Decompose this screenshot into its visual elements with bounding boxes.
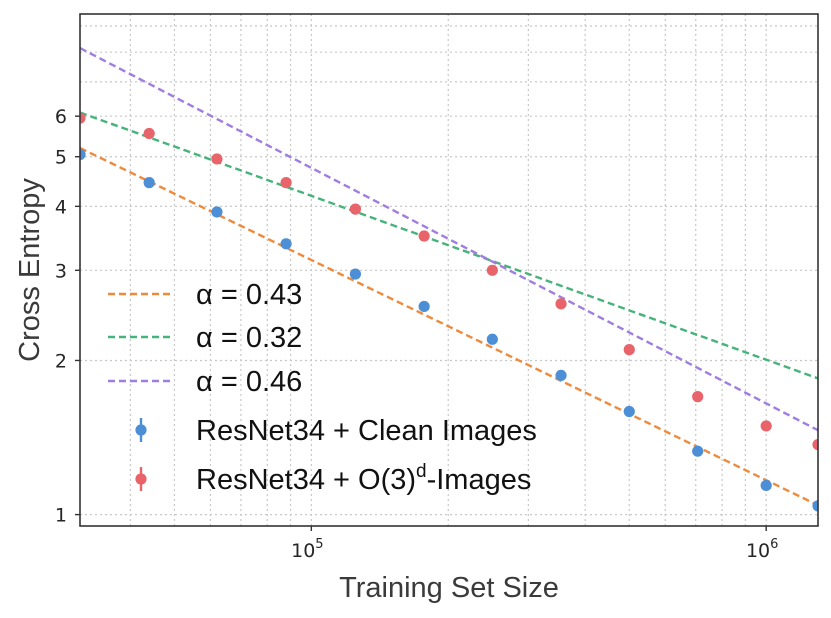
series-1-point — [280, 238, 292, 250]
fit-line-1 — [80, 146, 818, 507]
legend-series-text: ResNet34 + O(3) — [196, 464, 416, 496]
legend-series-tail: -Images — [427, 464, 532, 496]
x-tick-label: 105 — [291, 537, 323, 562]
series-1-point — [143, 177, 155, 189]
x-axis-label: Training Set Size — [339, 572, 559, 604]
series-1-point — [486, 333, 498, 345]
series-2-point — [486, 264, 498, 276]
y-axis-label: Cross Entropy — [14, 178, 46, 362]
series-1-point — [211, 206, 223, 218]
legend: α = 0.43 α = 0.32 α = 0.46 ResNet34 + Clean… — [108, 279, 537, 496]
series-2-point — [760, 420, 772, 432]
legend-label-2: α = 0.32 — [196, 322, 302, 354]
legend-series-superscript: d — [416, 461, 427, 482]
series-1-point — [760, 479, 772, 492]
series-1-point — [349, 268, 362, 280]
fit-line-2 — [80, 111, 818, 380]
series-2-point — [143, 127, 155, 140]
series-1-point — [812, 500, 818, 512]
series-2-point — [349, 203, 362, 215]
series-1-point — [418, 300, 430, 313]
legend-label-1: α = 0.43 — [196, 279, 302, 311]
legend-label-3: α = 0.46 — [196, 366, 302, 398]
y-tick-label: 3 — [55, 260, 67, 282]
series-2-point — [692, 391, 704, 403]
legend-series-text: ResNet34 + Clean Images — [196, 415, 537, 447]
legend-marker-2 — [135, 473, 147, 485]
y-axis-ticks: 1 2 3 4 5 6 — [55, 106, 80, 527]
y-tick-label: 5 — [55, 147, 67, 169]
y-tick-label: 4 — [55, 196, 67, 218]
fit-line-3 — [80, 47, 818, 432]
series-1-point — [692, 445, 704, 457]
x-tick-label: 106 — [746, 537, 778, 562]
series-2-point — [812, 438, 818, 451]
data-points — [80, 112, 818, 512]
series-2-point — [80, 112, 86, 124]
series-1-point — [623, 405, 635, 418]
series-1-point — [555, 369, 567, 382]
y-tick-label: 1 — [55, 505, 67, 527]
series-2-point — [280, 177, 292, 189]
x-axis-ticks: 105 106 — [291, 526, 778, 562]
series-2-point — [211, 153, 223, 165]
y-tick-label: 6 — [55, 106, 67, 128]
legend-series-label-1: ResNet34 + Clean Images — [196, 415, 537, 447]
grid-lines — [80, 14, 818, 526]
legend-marker-1 — [135, 424, 147, 436]
fit-lines — [80, 47, 818, 507]
legend-series-label-2: ResNet34 + O(3)d-Images — [196, 461, 531, 496]
y-tick-label: 2 — [55, 350, 67, 372]
series-2-point — [623, 344, 635, 356]
plot-area: α = 0.43 α = 0.32 α = 0.46 ResNet34 + Clean… — [79, 13, 819, 527]
series-1-point — [80, 148, 86, 161]
series-2-point — [555, 298, 567, 310]
series-2-point — [418, 230, 430, 242]
